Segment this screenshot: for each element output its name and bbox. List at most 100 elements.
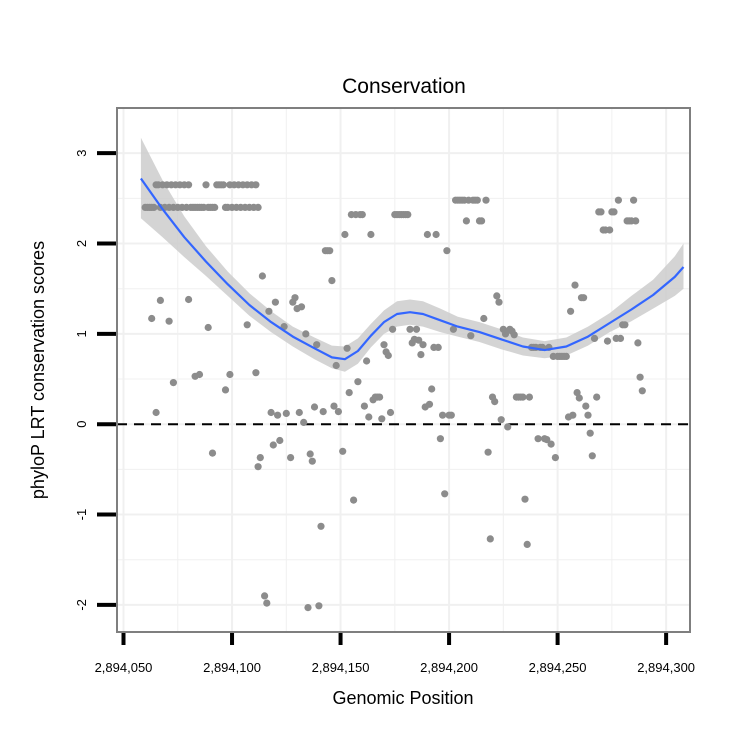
- grid-lines: [117, 107, 690, 632]
- data-point: [291, 294, 299, 302]
- y-tick-label: -1: [74, 509, 89, 521]
- data-point: [634, 339, 642, 347]
- data-point: [185, 181, 193, 189]
- data-point: [575, 394, 583, 402]
- y-tick-label: 2: [74, 240, 89, 247]
- data-point: [462, 217, 470, 225]
- data-point: [491, 398, 499, 406]
- data-point: [580, 294, 588, 302]
- scatter-points: [141, 181, 646, 612]
- y-tick-label: 0: [74, 421, 89, 428]
- data-point: [378, 415, 386, 423]
- data-point: [510, 331, 518, 339]
- data-point: [630, 196, 638, 204]
- data-point: [638, 387, 646, 395]
- data-point: [282, 409, 290, 417]
- y-tick-label: 1: [74, 330, 89, 337]
- chart-title: Conservation: [342, 75, 466, 98]
- data-point: [221, 386, 230, 394]
- x-tick-label: 2,894,200: [420, 660, 478, 675]
- data-point: [569, 411, 577, 419]
- plot-border: [116, 107, 691, 633]
- data-point: [551, 454, 560, 462]
- data-point: [610, 208, 618, 216]
- data-point: [547, 440, 555, 448]
- data-point: [350, 496, 358, 504]
- data-point: [493, 292, 501, 300]
- data-point: [195, 370, 204, 379]
- data-point: [482, 196, 490, 204]
- data-point: [614, 196, 623, 204]
- x-tick-label: 2,894,100: [203, 660, 261, 675]
- x-axis-title: Genomic Position: [332, 688, 473, 708]
- data-point: [276, 436, 284, 445]
- data-point: [354, 378, 362, 386]
- data-point: [521, 495, 529, 503]
- y-axis: -2 -1 0 1 2 3: [74, 150, 116, 611]
- plot-panel: [117, 108, 690, 632]
- data-point: [590, 334, 599, 342]
- y-tick-label: 3: [74, 150, 89, 157]
- data-point: [328, 277, 336, 285]
- data-point: [428, 385, 436, 393]
- data-point: [543, 436, 551, 444]
- data-point: [267, 408, 275, 417]
- data-point: [202, 181, 210, 189]
- data-point: [582, 402, 590, 410]
- smooth-line-layer: [140, 177, 685, 361]
- data-point: [486, 535, 494, 543]
- data-point: [211, 203, 219, 211]
- data-point: [412, 325, 421, 333]
- data-point: [376, 393, 384, 401]
- data-point: [360, 402, 368, 410]
- data-point: [480, 314, 488, 323]
- data-point: [386, 408, 395, 417]
- x-tick-label: 2,894,150: [312, 660, 370, 675]
- data-point: [339, 447, 347, 455]
- data-point: [367, 230, 375, 239]
- data-point: [219, 181, 227, 189]
- data-point: [497, 416, 505, 424]
- x-tick-label: 2,894,250: [529, 660, 587, 675]
- data-point: [621, 321, 629, 329]
- data-point: [341, 230, 349, 239]
- data-point: [423, 230, 431, 239]
- data-point: [269, 441, 277, 449]
- data-point: [419, 341, 427, 349]
- data-point: [495, 298, 503, 306]
- confidence-band: [140, 137, 684, 372]
- confidence-band-layer: [140, 137, 684, 372]
- data-point: [404, 211, 412, 219]
- data-point: [185, 295, 193, 304]
- data-point: [252, 369, 260, 377]
- data-point: [425, 400, 434, 408]
- data-point: [271, 298, 279, 306]
- data-point: [573, 389, 581, 397]
- data-point: [439, 411, 447, 419]
- data-point: [256, 454, 264, 462]
- data-point: [152, 408, 160, 417]
- data-point: [252, 181, 260, 189]
- data-point: [258, 272, 266, 280]
- x-tick-label: 2,894,050: [95, 660, 153, 675]
- data-point: [447, 411, 455, 419]
- data-point: [274, 411, 282, 419]
- data-point: [467, 332, 475, 340]
- data-point: [603, 337, 612, 345]
- data-point: [302, 330, 310, 338]
- data-point: [148, 314, 156, 323]
- data-point: [317, 522, 325, 530]
- data-point: [169, 379, 177, 387]
- data-point: [263, 599, 271, 607]
- y-tick-label: -2: [74, 599, 89, 611]
- data-point: [586, 429, 594, 437]
- data-point: [343, 344, 351, 352]
- data-point: [265, 307, 273, 315]
- data-point: [504, 423, 512, 431]
- data-point: [380, 341, 388, 349]
- data-point: [436, 435, 444, 443]
- data-point: [330, 402, 338, 410]
- data-point: [501, 330, 510, 338]
- data-point: [588, 452, 596, 460]
